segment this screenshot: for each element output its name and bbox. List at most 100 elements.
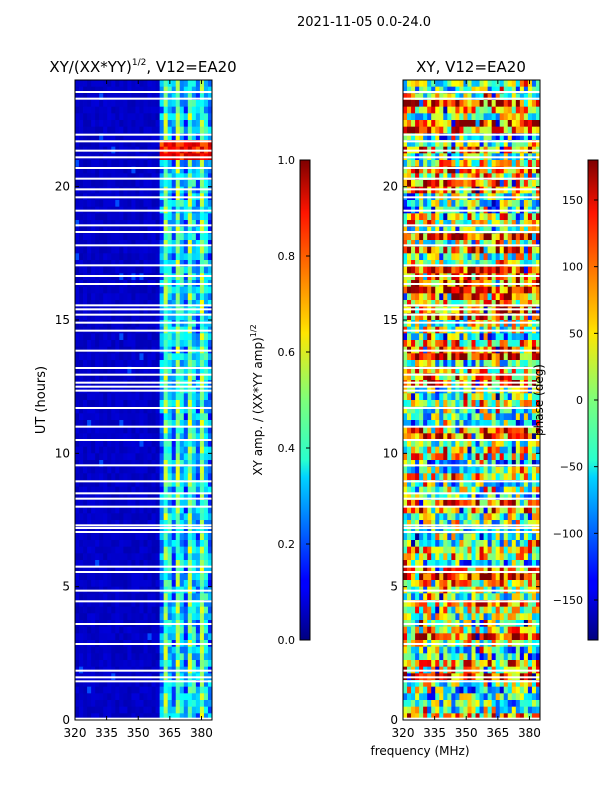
amp-heatmap-cell (79, 533, 83, 540)
phase-heatmap-cell (427, 180, 431, 187)
amp-heatmap-cell (188, 467, 192, 474)
amp-heatmap-cell (107, 100, 111, 107)
amp-heatmap-cell (160, 160, 164, 167)
phase-heatmap-cell (496, 120, 500, 127)
amp-heatmap-cell (91, 553, 95, 560)
phase-heatmap-cell (532, 353, 536, 360)
amp-heatmap-cell (103, 440, 107, 447)
amp-heatmap-cell (111, 393, 115, 400)
amp-colorbar-tick-label: 0.2 (278, 538, 296, 551)
amp-heatmap-cell (127, 107, 131, 114)
amp-heatmap-cell (95, 113, 99, 120)
amp-heatmap-cell (79, 333, 83, 340)
amp-heatmap-cell (160, 360, 164, 367)
amp-heatmap-cell (200, 80, 204, 87)
amp-flag-line (75, 308, 212, 310)
phase-heatmap-cell (500, 213, 504, 220)
phase-heatmap-cell (524, 100, 528, 107)
amp-heatmap-cell (135, 647, 139, 654)
amp-title-tail: , V12=EA20 (146, 58, 236, 76)
amp-heatmap-cell (152, 253, 156, 260)
amp-heatmap-cell (172, 427, 176, 434)
phase-heatmap-cell (500, 107, 504, 114)
amp-heatmap-cell (111, 507, 115, 514)
phase-heatmap-cell (492, 333, 496, 340)
amp-heatmap-cell (139, 247, 143, 254)
amp-title-main: XY/(XX*YY) (49, 58, 132, 76)
amp-heatmap-cell (144, 660, 148, 667)
phase-heatmap-cell (520, 353, 524, 360)
amp-heatmap-cell (107, 400, 111, 407)
phase-heatmap-cell (496, 100, 500, 107)
amp-heatmap-cell (115, 627, 119, 634)
phase-heatmap-cell (492, 393, 496, 400)
phase-heatmap-cell (451, 127, 455, 134)
amp-heatmap-cell (200, 613, 204, 620)
amp-heatmap-cell (107, 413, 111, 420)
amp-heatmap-cell (144, 540, 148, 547)
amp-heatmap-cell (79, 100, 83, 107)
amp-flag-line (75, 407, 212, 409)
phase-heatmap-cell (435, 213, 439, 220)
amp-heatmap-cell (111, 540, 115, 547)
amp-heatmap-cell (172, 213, 176, 220)
amp-heatmap-cell (168, 593, 172, 600)
phase-heatmap-cell (484, 267, 488, 274)
amp-heatmap-cell (180, 507, 184, 514)
phase-heatmap-cell (504, 120, 508, 127)
phase-heatmap-cell (524, 200, 528, 207)
phase-heatmap-cell (532, 287, 536, 294)
amp-heatmap-cell (139, 533, 143, 540)
phase-heatmap-cell (500, 247, 504, 254)
amp-heatmap-cell (152, 293, 156, 300)
amp-heatmap-cell (184, 393, 188, 400)
amp-heatmap-cell (176, 287, 180, 294)
amp-heatmap-cell (91, 120, 95, 127)
amp-heatmap-cell (99, 547, 103, 554)
amp-heatmap-cell (180, 660, 184, 667)
phase-heatmap-cell (508, 113, 512, 120)
amp-heatmap-cell (180, 607, 184, 614)
amp-flag-line (75, 386, 212, 388)
amp-heatmap-cell (123, 513, 127, 520)
amp-heatmap-cell (180, 360, 184, 367)
amp-heatmap-cell (79, 553, 83, 560)
amp-heatmap-cell (152, 693, 156, 700)
amp-heatmap-cell (127, 653, 131, 660)
amp-heatmap-cell (172, 633, 176, 640)
amp-heatmap-cell (164, 653, 168, 660)
amp-heatmap-cell (144, 427, 148, 434)
amp-heatmap-cell (87, 247, 91, 254)
amp-heatmap-cell (107, 467, 111, 474)
amp-heatmap-cell (99, 507, 103, 514)
amp-heatmap-cell (176, 513, 180, 520)
phase-heatmap-cell (423, 353, 427, 360)
phase-heatmap-cell (504, 80, 508, 87)
amp-heatmap-cell (192, 473, 196, 480)
amp-heatmap-cell (83, 647, 87, 654)
amp-heatmap-cell (152, 200, 156, 207)
amp-heatmap-cell (119, 440, 123, 447)
phase-heatmap-cell (492, 80, 496, 87)
amp-heatmap-cell (115, 440, 119, 447)
amp-heatmap-cell (91, 107, 95, 114)
phase-heatmap-cell (480, 120, 484, 127)
phase-heatmap-cell (423, 120, 427, 127)
amp-heatmap-cell (115, 473, 119, 480)
phase-heatmap-cell (415, 293, 419, 300)
amp-heatmap-cell (131, 293, 135, 300)
amp-heatmap-cell (91, 607, 95, 614)
amp-heatmap-cell (91, 100, 95, 107)
phase-heatmap-cell (403, 100, 407, 107)
amp-flag-line (75, 531, 212, 533)
phase-heatmap-cell (431, 333, 435, 340)
phase-heatmap-cell (480, 127, 484, 134)
amp-heatmap-cell (172, 253, 176, 260)
phase-heatmap-cell (427, 80, 431, 87)
amp-heatmap-cell (91, 580, 95, 587)
amp-heatmap-cell (180, 213, 184, 220)
amp-heatmap-cell (172, 687, 176, 694)
amp-heatmap-cell (139, 333, 143, 340)
amp-heatmap-cell (83, 160, 87, 167)
amp-heatmap-cell (152, 100, 156, 107)
